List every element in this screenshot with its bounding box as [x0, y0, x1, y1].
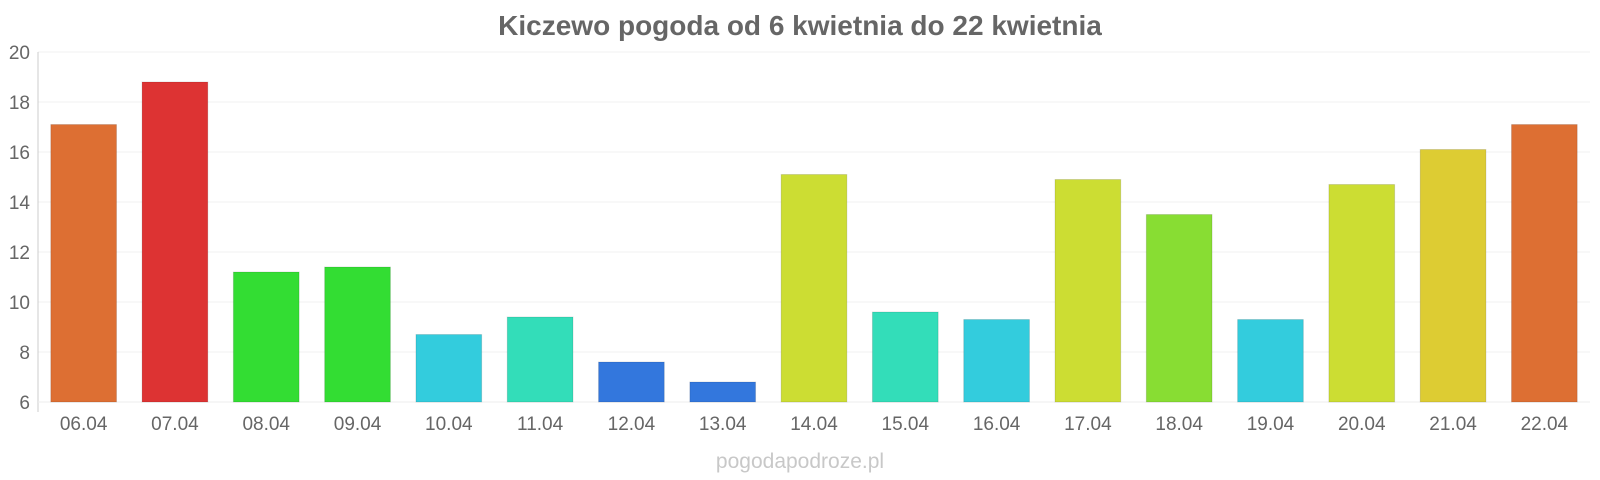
- x-tick-label: 16.04: [973, 414, 1021, 435]
- bar-19.04: [1237, 319, 1304, 403]
- bar-18.04: [1145, 214, 1213, 403]
- y-tick-label: 12: [9, 243, 30, 264]
- x-tick-label: 10.04: [425, 414, 473, 435]
- bar-21.04: [1419, 149, 1487, 403]
- x-tick-label: 08.04: [242, 414, 290, 435]
- bar-14.04: [780, 174, 848, 403]
- bars: [50, 81, 1578, 403]
- y-tick-label: 6: [19, 393, 30, 414]
- bar-08.04: [232, 271, 300, 403]
- x-tick-label: 14.04: [790, 414, 838, 435]
- x-tick-label: 07.04: [151, 414, 199, 435]
- y-tick-label: 20: [9, 43, 30, 64]
- bar-07.04: [141, 81, 209, 403]
- bar-20.04: [1328, 184, 1396, 403]
- x-tick-label: 17.04: [1064, 414, 1112, 435]
- bar-16.04: [963, 319, 1030, 403]
- x-tick-label: 18.04: [1155, 414, 1203, 435]
- bar-10.04: [415, 334, 483, 403]
- bar-13.04: [689, 381, 757, 403]
- x-tick-label: 21.04: [1429, 414, 1477, 435]
- x-tick-label: 15.04: [882, 414, 930, 435]
- y-tick-label: 8: [19, 343, 30, 364]
- x-tick-label: 19.04: [1247, 414, 1295, 435]
- bar-06.04: [50, 124, 118, 403]
- bar-11.04: [506, 316, 574, 403]
- bar-12.04: [598, 361, 665, 403]
- bar-15.04: [871, 311, 939, 403]
- chart-title: Kiczewo pogoda od 6 kwietnia do 22 kwiet…: [498, 10, 1102, 41]
- y-tick-label: 18: [9, 93, 30, 114]
- tick-labels: 6 8 10 12 14 16 18 20 06.04 07.04 08.04 09.04 10.04 1…: [9, 43, 1569, 435]
- bar-17.04: [1054, 179, 1122, 403]
- x-tick-label: 12.04: [608, 414, 656, 435]
- bar-22.04: [1510, 124, 1578, 403]
- x-tick-label: 06.04: [60, 414, 108, 435]
- x-tick-label: 22.04: [1521, 414, 1569, 435]
- x-tick-label: 11.04: [517, 414, 564, 435]
- bar-09.04: [324, 266, 391, 403]
- y-tick-label: 14: [9, 193, 31, 214]
- x-tick-label: 13.04: [699, 414, 747, 435]
- watermark: pogodapodroze.pl: [715, 450, 885, 473]
- x-tick-label: 09.04: [334, 414, 382, 435]
- y-tick-label: 10: [9, 293, 30, 314]
- x-tick-label: 20.04: [1338, 414, 1386, 435]
- y-tick-label: 16: [9, 143, 30, 164]
